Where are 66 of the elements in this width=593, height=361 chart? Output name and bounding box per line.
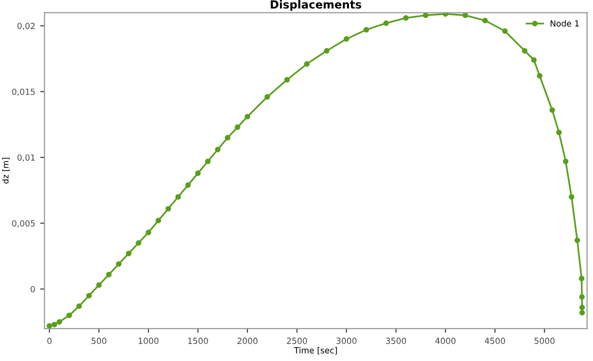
x-tick-label: 0 — [47, 338, 52, 344]
point — [531, 57, 537, 63]
point — [106, 272, 112, 278]
point — [579, 294, 585, 300]
point — [556, 130, 562, 136]
x-tick-label: 3500 — [386, 338, 406, 344]
point — [522, 48, 528, 54]
y-tick-label: 0,02 — [17, 22, 35, 30]
point — [146, 230, 152, 236]
point — [195, 170, 201, 176]
point — [304, 61, 310, 67]
point — [442, 12, 448, 17]
point — [344, 36, 350, 42]
point — [86, 292, 92, 298]
point — [165, 206, 172, 212]
point — [214, 146, 221, 152]
point — [462, 12, 468, 18]
y-tick-label: 0,015 — [12, 88, 35, 96]
legend-label: Node 1 — [550, 20, 579, 27]
point — [549, 107, 555, 113]
y-axis-title: dz [m] — [2, 158, 10, 184]
point — [568, 194, 574, 200]
point — [574, 238, 580, 244]
x-tick-label: 4500 — [484, 338, 506, 344]
point — [403, 15, 409, 21]
point — [66, 312, 72, 318]
point — [363, 26, 370, 33]
x-tick-label: 2000 — [237, 338, 258, 344]
x-tick-label: 3000 — [336, 338, 357, 344]
x-axis-title: Time [sec] — [294, 346, 337, 354]
x-tick-label: 1000 — [138, 338, 158, 344]
x-tick-label: 5000 — [534, 338, 555, 344]
point — [324, 48, 330, 54]
point — [482, 18, 488, 24]
point — [264, 94, 270, 100]
point — [578, 276, 584, 282]
point — [126, 250, 132, 256]
point — [502, 28, 508, 34]
x-tick-label: 500 — [92, 338, 106, 344]
point — [156, 218, 162, 224]
x-tick-label: 1500 — [188, 338, 208, 344]
point — [185, 182, 191, 188]
point — [422, 12, 428, 18]
point — [383, 20, 389, 26]
point — [579, 310, 585, 316]
point — [175, 194, 181, 200]
point — [579, 304, 585, 310]
point — [205, 158, 211, 164]
point — [284, 76, 290, 83]
point — [234, 124, 240, 130]
y-tick-label: 0,005 — [12, 220, 35, 228]
x-tick-label: 2500 — [286, 338, 308, 344]
point — [116, 261, 122, 267]
point — [96, 282, 102, 288]
point — [244, 114, 250, 120]
x-tick-label: 4000 — [435, 338, 456, 344]
point — [56, 319, 62, 325]
y-tick-label: 0 — [30, 286, 35, 292]
point — [562, 158, 568, 164]
point — [536, 73, 542, 79]
point — [224, 134, 230, 140]
point — [76, 303, 82, 309]
y-tick-label: 0,01 — [17, 154, 35, 162]
point — [136, 240, 142, 246]
chart-title: Displacements — [270, 0, 362, 11]
point — [52, 322, 58, 328]
